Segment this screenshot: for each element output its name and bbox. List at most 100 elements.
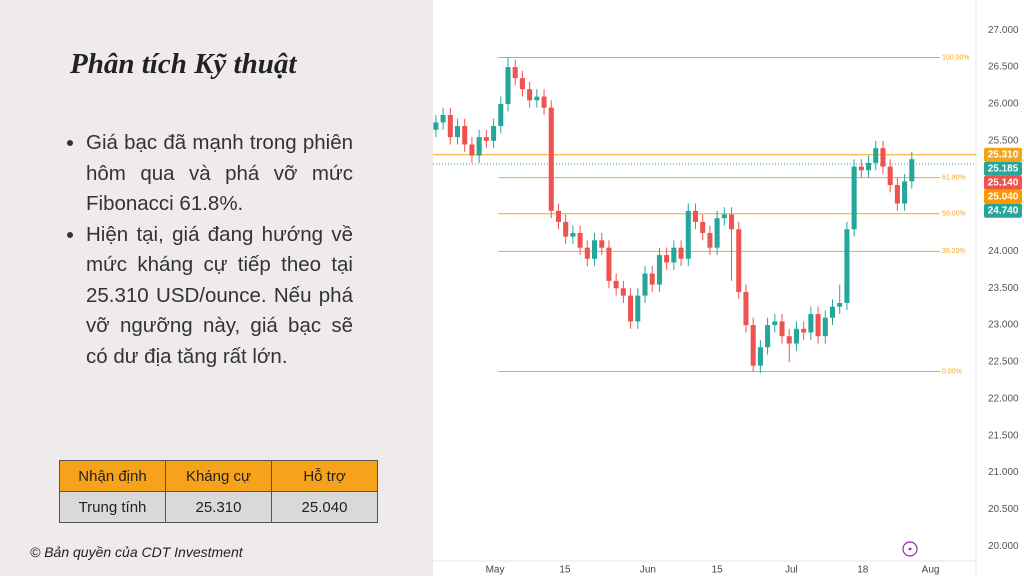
candle-body [555, 210, 561, 222]
slide-title: Phân tích Kỹ thuật [70, 48, 297, 80]
y-tick-label: 23.000 [988, 320, 1019, 331]
header-cell: Hỗ trợ [271, 460, 378, 492]
candle-body [628, 295, 634, 322]
candle-body [858, 166, 864, 171]
price-tag-label: 24.740 [988, 205, 1019, 216]
candle-body [873, 148, 879, 163]
candle-body [469, 144, 475, 156]
y-tick-label: 22.500 [988, 357, 1019, 368]
y-tick-label: 22.000 [988, 393, 1019, 404]
candle-body [772, 321, 778, 326]
candle-body [519, 78, 525, 90]
header-cell: Kháng cự [165, 460, 272, 492]
y-tick-label: 26.000 [988, 99, 1019, 110]
candle-body [736, 229, 742, 292]
fib-label: 38.20% [942, 248, 966, 255]
candle-body [606, 247, 612, 281]
x-tick-label: Aug [922, 565, 940, 576]
table-cell: 25.040 [271, 491, 378, 523]
copyright: © Bản quyền của CDT Investment [30, 544, 243, 560]
price-tag-label: 25.310 [988, 149, 1019, 160]
candle-body [844, 229, 850, 303]
candle-body [613, 280, 619, 289]
price-tag-label: 25.185 [988, 163, 1019, 174]
candle-body [505, 67, 511, 104]
candle-body [541, 96, 547, 108]
price-tag [984, 175, 1022, 190]
y-tick-label: 20.500 [988, 504, 1019, 515]
candle-body [880, 148, 886, 167]
candle-body [454, 126, 461, 138]
x-tick-label: 15 [712, 565, 724, 576]
price-tag-label: 25.140 [988, 177, 1019, 188]
candle-body [570, 232, 576, 237]
x-tick-label: Jun [640, 565, 656, 576]
candle-body [447, 115, 453, 138]
y-tick-label: 23.500 [988, 283, 1019, 294]
table-header: Nhận định Kháng cự Hỗ trợ [59, 460, 378, 492]
price-tag [984, 189, 1022, 204]
y-tick-label: 26.500 [988, 62, 1019, 73]
bullet: Giá bạc đã mạnh trong phiên hôm qua và p… [86, 128, 353, 220]
fib-label: 50.00% [942, 211, 966, 218]
table-cell: Trung tính [59, 491, 166, 523]
fib-label: 0.00% [942, 368, 962, 375]
candle-body [851, 166, 857, 230]
y-tick-label: 25.500 [988, 135, 1019, 146]
bullet: Hiện tại, giá đang hướng về mức kháng cự… [86, 220, 353, 373]
y-tick-label: 27.000 [988, 25, 1019, 36]
candle-body [642, 273, 648, 296]
candle-body [902, 181, 908, 204]
table-cell: 25.310 [165, 491, 272, 523]
table-row: Trung tính 25.310 25.040 [59, 491, 378, 523]
candle-body [462, 126, 468, 145]
candle-body [563, 221, 569, 237]
candle-body [750, 325, 756, 366]
candle-body [498, 103, 504, 127]
candle-body [793, 328, 799, 344]
candle-body [577, 232, 583, 248]
fib-label: 100.00% [942, 54, 970, 61]
candle-body [671, 247, 677, 263]
summary-table: Nhận định Kháng cự Hỗ trợ Trung tính 25.… [59, 460, 378, 523]
candle-body [584, 247, 590, 259]
price-tag-label: 25.040 [988, 191, 1019, 202]
candle-body [909, 159, 915, 182]
candle-body [534, 96, 540, 101]
candle-body [433, 122, 439, 130]
x-tick-label: Jul [785, 565, 798, 576]
y-tick-label: 24.000 [988, 246, 1019, 257]
candle-body [729, 214, 735, 230]
y-tick-label: 21.000 [988, 467, 1019, 478]
candle-body [440, 115, 446, 123]
candle-body [894, 185, 900, 204]
candle-body [592, 240, 598, 259]
candle-body [664, 255, 670, 263]
candle-body [620, 288, 626, 296]
text-panel: Phân tích Kỹ thuật Giá bạc đã mạnh trong… [0, 0, 433, 576]
x-tick-label: 15 [559, 565, 571, 576]
candle-body [678, 247, 684, 259]
candle-body [743, 291, 749, 326]
candle-body [700, 221, 706, 233]
candle-body [801, 328, 807, 333]
candle-body [512, 67, 518, 79]
candle-body [491, 126, 497, 141]
candle-body [757, 347, 763, 366]
x-tick-label: May [486, 565, 505, 576]
candle-body [476, 137, 482, 156]
candle-body [887, 166, 893, 186]
candle-body [866, 162, 872, 171]
candle-body [808, 314, 814, 333]
candle-body [483, 137, 489, 141]
candle-body [765, 325, 771, 348]
candle-body [649, 273, 655, 285]
price-tag [984, 203, 1022, 218]
fib-label: 61.80% [942, 175, 966, 182]
y-tick-label: 20.000 [988, 541, 1019, 552]
candle-body [822, 317, 828, 337]
candle-body [779, 321, 785, 337]
candle-body [829, 306, 836, 318]
